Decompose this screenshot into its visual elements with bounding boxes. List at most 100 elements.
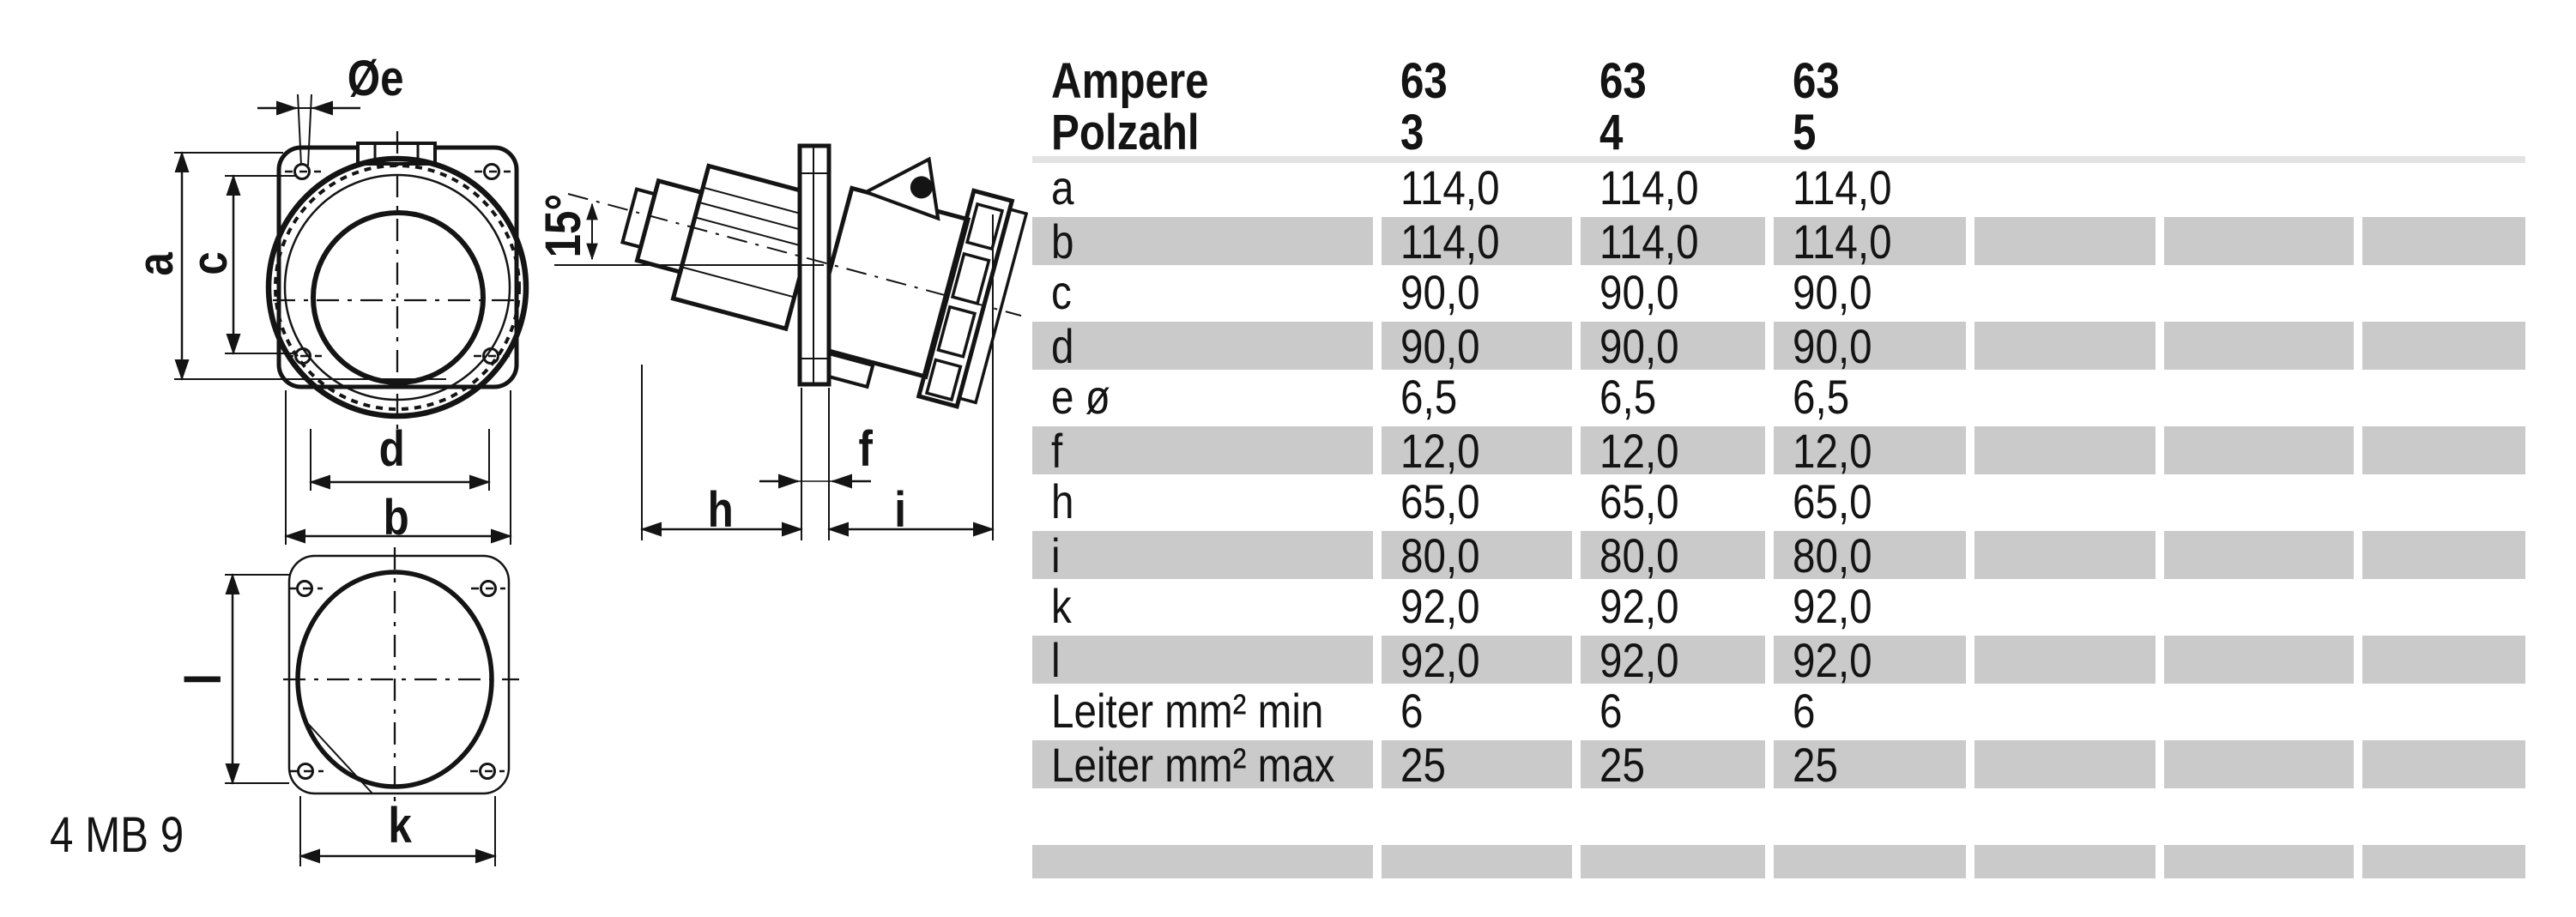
value-cell: 90,0 <box>1581 268 1765 320</box>
value-cell <box>2164 634 2354 686</box>
value-cell <box>2362 686 2525 739</box>
row-label-cell: d <box>1032 320 1373 372</box>
value-cell <box>1774 843 1966 881</box>
value-cell <box>1974 477 2156 529</box>
value-cell <box>1974 686 2156 739</box>
front-view-drawing <box>174 94 529 545</box>
cell-text: k <box>1051 582 1072 633</box>
table-row: a 114,0 114,0 114,0 <box>1032 163 2525 215</box>
value-cell <box>2164 268 2354 320</box>
value-cell <box>1581 843 1765 881</box>
value-cell <box>1974 163 2156 215</box>
value-cell <box>2164 372 2354 425</box>
header-column-cell <box>2164 56 2354 159</box>
row-label-cell: Leiter mm² min <box>1032 686 1373 739</box>
cell-text: 92,0 <box>1400 634 1480 686</box>
value-cell: 114,0 <box>1382 215 1572 268</box>
value-cell <box>2164 843 2354 881</box>
header-column-cell: 63 3 <box>1382 56 1572 159</box>
cell-text: 6 <box>1793 686 1816 738</box>
value-cell: 92,0 <box>1382 582 1572 634</box>
value-cell: 114,0 <box>1382 163 1572 215</box>
cell-text: b <box>1051 215 1074 268</box>
value-cell <box>2362 215 2525 268</box>
dim-b <box>283 390 513 545</box>
table-row: Leiter mm² max 25 25 25 <box>1032 739 2525 791</box>
value-cell: 92,0 <box>1581 634 1765 686</box>
value-cell <box>1974 739 2156 791</box>
value-cell <box>2164 686 2354 739</box>
header-line <box>2164 107 2354 159</box>
cell-text: e ø <box>1051 372 1110 424</box>
row-label-cell: f <box>1032 425 1373 477</box>
header-label-cell: Ampere Polzahl <box>1032 56 1373 159</box>
cell-text: 80,0 <box>1793 529 1872 582</box>
value-cell: 6,5 <box>1581 372 1765 425</box>
row-label-cell: k <box>1032 582 1373 634</box>
cell-text: 90,0 <box>1599 320 1679 372</box>
row-label-cell: Leiter mm² max <box>1032 739 1373 791</box>
value-cell <box>2362 843 2525 881</box>
header-line <box>1974 107 2156 159</box>
cell-text: 114,0 <box>1400 215 1500 268</box>
value-cell <box>2164 529 2354 582</box>
cell-text: 90,0 <box>1400 268 1480 319</box>
cell-text: 92,0 <box>1400 582 1480 633</box>
cell-text: 80,0 <box>1599 529 1679 582</box>
cell-text: 92,0 <box>1599 582 1679 633</box>
table-row <box>1032 791 2525 843</box>
value-cell <box>1974 268 2156 320</box>
value-cell <box>1974 791 2156 843</box>
value-cell <box>2362 477 2525 529</box>
table-header: Ampere Polzahl 63 3 63 4 63 5 <box>1032 47 2525 159</box>
cell-text: 90,0 <box>1793 320 1872 372</box>
value-cell: 6 <box>1382 686 1572 739</box>
value-cell: 114,0 <box>1774 163 1966 215</box>
value-cell: 25 <box>1774 739 1966 791</box>
value-cell <box>1382 791 1572 843</box>
row-label-cell: a <box>1032 163 1373 215</box>
value-cell <box>2164 320 2354 372</box>
dim-a <box>174 150 446 382</box>
cell-text: 90,0 <box>1400 320 1480 372</box>
value-cell <box>2164 791 2354 843</box>
value-cell: 6 <box>1774 686 1966 739</box>
value-cell <box>1774 791 1966 843</box>
cell-text: 63 <box>1599 53 1647 109</box>
table-row: d 90,0 90,0 90,0 <box>1032 320 2525 372</box>
value-cell: 92,0 <box>1581 582 1765 634</box>
cell-text: 65,0 <box>1400 477 1480 528</box>
header-line: 4 <box>1581 107 1765 159</box>
cell-text: 6 <box>1599 686 1623 738</box>
value-cell <box>1974 425 2156 477</box>
table-row: f 12,0 12,0 12,0 <box>1032 425 2525 477</box>
header-line: 63 <box>1774 56 1966 107</box>
value-cell: 6,5 <box>1774 372 1966 425</box>
value-cell <box>1974 529 2156 582</box>
dim-label-angle: 15° <box>535 193 591 258</box>
value-cell <box>1974 372 2156 425</box>
cell-text: 6,5 <box>1400 372 1458 424</box>
dim-label-c: c <box>182 251 238 275</box>
value-cell: 90,0 <box>1382 320 1572 372</box>
value-cell: 114,0 <box>1581 163 1765 215</box>
table-row <box>1032 843 2525 881</box>
value-cell: 92,0 <box>1774 634 1966 686</box>
cell-text: 65,0 <box>1793 477 1872 528</box>
value-cell: 92,0 <box>1382 634 1572 686</box>
dim-oe <box>257 94 360 166</box>
cell-text: 80,0 <box>1400 529 1480 582</box>
cell-text: 114,0 <box>1793 163 1892 214</box>
table-row: b 114,0 114,0 114,0 <box>1032 215 2525 268</box>
cell-text: 114,0 <box>1599 215 1699 268</box>
dim-h <box>639 365 804 540</box>
cell-text: 63 <box>1400 53 1448 109</box>
cell-text: 65,0 <box>1599 477 1679 528</box>
value-cell <box>2164 739 2354 791</box>
header-divider <box>1032 156 2525 163</box>
cell-text: i <box>1051 529 1061 582</box>
value-cell <box>2362 634 2525 686</box>
cell-text: Ampere <box>1051 53 1209 109</box>
cell-text: c <box>1051 268 1072 319</box>
